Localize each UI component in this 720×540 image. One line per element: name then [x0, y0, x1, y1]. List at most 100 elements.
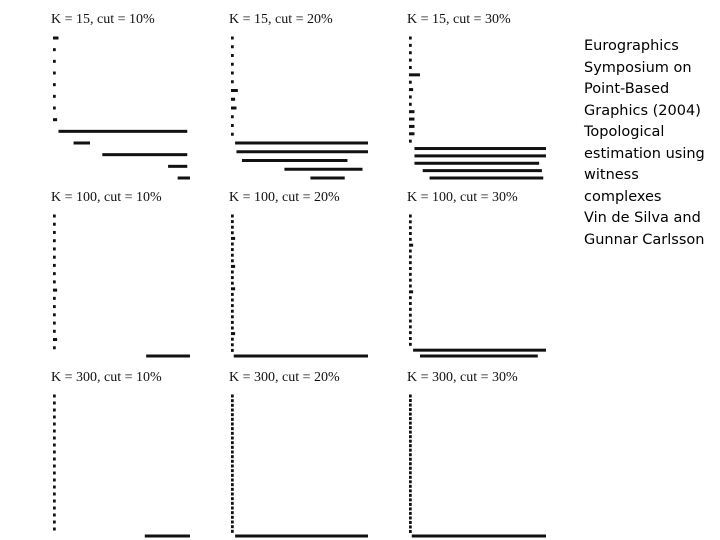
barcode-bar: [53, 214, 56, 218]
barcode-bar: [53, 394, 56, 398]
barcode-bar: [409, 489, 412, 493]
barcode-bar: [53, 329, 56, 333]
barcode-bar: [422, 169, 542, 173]
barcode-bar: [231, 417, 234, 421]
barcode-bar: [409, 284, 412, 288]
barcode-bar: [146, 354, 190, 358]
caption-line: Symposium on: [584, 59, 692, 76]
barcode-bar: [409, 51, 412, 55]
barcode-bar: [231, 264, 236, 268]
barcode-bar: [53, 506, 56, 510]
panel-title: K = 100, cut = 20%: [229, 190, 340, 205]
barcode-bar: [231, 124, 234, 127]
barcode-bar: [231, 501, 234, 505]
barcode-bar: [53, 71, 56, 75]
barcode-bar: [231, 506, 234, 510]
barcode-bar: [231, 332, 236, 336]
barcode-bar: [231, 436, 234, 440]
barcode-bar: [231, 115, 234, 119]
barcode-bar: [53, 296, 56, 300]
barcode-bar: [409, 448, 412, 452]
barcode-bar: [231, 304, 234, 308]
barcode-bar: [231, 483, 234, 487]
barcode-bar: [409, 296, 412, 300]
barcode-bar: [53, 118, 58, 122]
barcode-bar: [284, 167, 363, 171]
barcode-bar: [409, 435, 412, 439]
barcode-bar: [409, 267, 412, 270]
barcode-bar: [409, 255, 412, 259]
barcode-bar: [102, 153, 188, 157]
barcode-bar: [231, 525, 234, 529]
panel-title: K = 300, cut = 30%: [407, 370, 518, 385]
barcode-bar: [53, 471, 56, 475]
barcode-bar: [409, 43, 412, 47]
panel-title: K = 15, cut = 20%: [229, 12, 333, 27]
barcode-figure: K = 15, cut = 10% K = 15, cut = 20% K = 15…: [51, 12, 546, 538]
barcode-panel: K = 15, cut = 10%: [51, 12, 190, 180]
barcode-bar: [53, 263, 56, 267]
barcode-bar: [409, 471, 412, 475]
barcode-bar: [409, 232, 412, 235]
barcode-bar: [53, 499, 56, 503]
barcode-bar: [231, 225, 234, 229]
barcode-bar: [231, 445, 234, 449]
barcode-bar: [53, 288, 58, 292]
barcode-bar: [231, 214, 234, 218]
barcode-bar: [409, 493, 412, 497]
barcode-bar: [231, 515, 234, 519]
barcode-bar: [231, 54, 234, 57]
barcode-bar: [409, 278, 412, 282]
barcode-bar: [53, 305, 56, 309]
barcode-bar: [231, 80, 234, 84]
barcode-bar: [231, 45, 234, 49]
barcode-bar: [409, 249, 412, 253]
barcode-bar: [409, 226, 412, 230]
barcode-bar: [231, 132, 234, 136]
barcode-bar: [409, 426, 412, 430]
barcode-bar: [409, 88, 414, 92]
barcode-bar: [411, 534, 546, 538]
caption-line: Gunnar Carlsson: [584, 231, 705, 248]
barcode-panel: K = 100, cut = 10%: [51, 190, 190, 358]
barcode-bar: [53, 239, 56, 243]
barcode-bar: [53, 338, 58, 342]
barcode-bar: [409, 220, 412, 224]
barcode-bar: [53, 513, 56, 517]
barcode-bar: [53, 230, 56, 234]
barcode-bar: [409, 511, 412, 515]
barcode-bar: [233, 354, 368, 358]
caption-line: Point-Based: [584, 81, 670, 97]
barcode-bar: [409, 80, 412, 84]
barcode-bar: [409, 319, 412, 323]
barcode-bar: [231, 242, 234, 246]
barcode-bar: [231, 276, 234, 280]
barcode-bar: [409, 36, 412, 40]
barcode-bar: [231, 441, 234, 445]
barcode-bar: [53, 422, 56, 426]
barcode-bar: [236, 150, 368, 154]
barcode-bar: [409, 124, 415, 128]
barcode-bar: [231, 487, 234, 491]
barcode-bar: [310, 176, 345, 180]
barcode-bar: [231, 427, 234, 431]
barcode-bar: [231, 431, 234, 435]
barcode-bar: [231, 97, 236, 101]
barcode-bar: [53, 520, 56, 524]
barcode-bar: [231, 422, 234, 426]
barcode-bar: [231, 473, 234, 477]
barcode-bar: [409, 272, 412, 276]
barcode-bar: [409, 412, 412, 416]
barcode-bar: [409, 475, 412, 479]
barcode-bar: [231, 236, 236, 240]
barcode-bar: [53, 408, 56, 412]
barcode-bar: [168, 164, 188, 168]
barcode-bar: [53, 346, 56, 350]
barcode-bar: [409, 453, 412, 457]
barcode-bar: [409, 110, 415, 114]
barcode-bar: [53, 313, 56, 317]
panel-title: K = 15, cut = 30%: [407, 12, 511, 27]
barcode-bar: [53, 401, 56, 405]
barcode-bar: [231, 292, 234, 296]
barcode-bar: [231, 253, 234, 257]
